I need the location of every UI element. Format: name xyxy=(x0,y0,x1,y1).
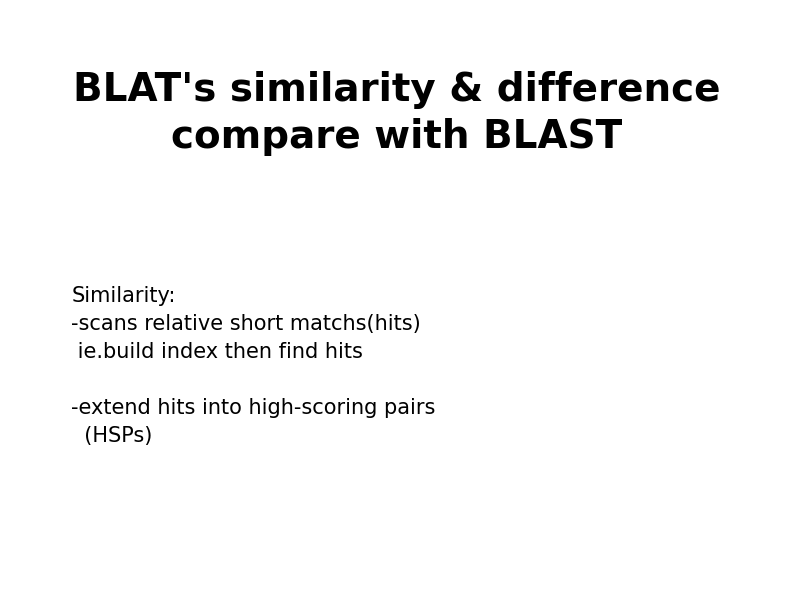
Text: Similarity:
-scans relative short matchs(hits)
 ie.build index then find hits

-: Similarity: -scans relative short matchs… xyxy=(71,286,436,446)
Text: BLAT's similarity & difference
compare with BLAST: BLAT's similarity & difference compare w… xyxy=(73,71,721,156)
